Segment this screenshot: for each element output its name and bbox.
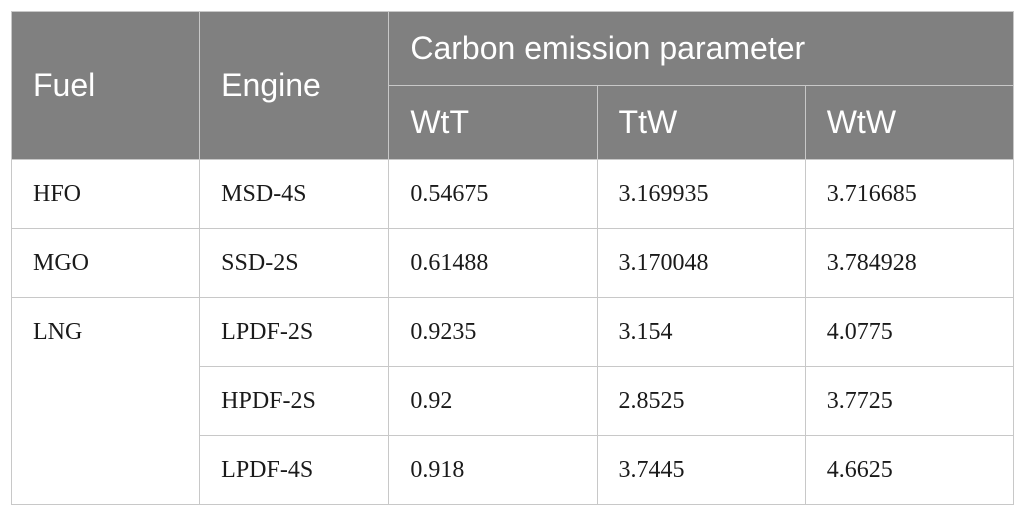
header-row-sub: WtT TtW WtW xyxy=(12,85,1015,160)
table-row: HPDF-2S 0.92 2.8525 3.7725 xyxy=(12,366,1015,436)
cell-ttw: 3.7445 xyxy=(596,435,806,505)
cell-engine: HPDF-2S xyxy=(199,366,390,436)
cell-wtt: 0.92 xyxy=(388,366,598,436)
table-row: MGO SSD-2S 0.61488 3.170048 3.784928 xyxy=(10,228,1015,298)
cell-wtt: 0.918 xyxy=(388,435,598,505)
table-body: HFO MSD-4S 0.54675 3.169935 3.716685 MGO… xyxy=(10,159,1015,505)
emission-table: Fuel Engine Carbon emission parameter Wt… xyxy=(10,11,1015,505)
cell-ttw: 3.169935 xyxy=(596,159,806,229)
cell-wtt: 0.61488 xyxy=(388,228,598,298)
cell-fuel: LNG xyxy=(10,297,201,505)
header-fuel: Fuel xyxy=(10,11,201,160)
cell-wtw: 4.0775 xyxy=(804,297,1015,367)
cell-engine: LPDF-4S xyxy=(199,435,390,505)
table-row: HFO MSD-4S 0.54675 3.169935 3.716685 xyxy=(10,159,1015,229)
header-row-top: Fuel Engine Carbon emission parameter xyxy=(10,11,1014,160)
table-row: LPDF-4S 0.918 3.7445 4.6625 xyxy=(12,435,1015,505)
header-ttw: TtW xyxy=(596,85,806,160)
table-row: LNG LPDF-2S 0.9235 3.154 4.0775 xyxy=(10,297,1015,505)
cell-ttw: 3.154 xyxy=(596,297,806,367)
cell-wtw: 3.784928 xyxy=(804,228,1015,298)
cell-engine: LPDF-2S xyxy=(199,297,390,367)
cell-wtt: 0.9235 xyxy=(388,297,598,367)
cell-ttw: 3.170048 xyxy=(596,228,806,298)
header-carbon-emission-parameter: Carbon emission parameter xyxy=(388,11,1014,86)
header-engine: Engine xyxy=(199,11,390,160)
table-header: Fuel Engine Carbon emission parameter Wt… xyxy=(10,11,1015,160)
cell-fuel: MGO xyxy=(10,228,201,298)
cell-engine: SSD-2S xyxy=(199,228,390,298)
cell-fuel: HFO xyxy=(10,159,201,229)
cell-wtw: 3.716685 xyxy=(804,159,1015,229)
header-wtt: WtT xyxy=(388,85,598,160)
cell-wtt: 0.54675 xyxy=(388,159,598,229)
cell-ttw: 2.8525 xyxy=(596,366,806,436)
cell-wtw: 4.6625 xyxy=(804,435,1015,505)
header-wtw: WtW xyxy=(804,85,1015,160)
cell-engine: MSD-4S xyxy=(199,159,390,229)
cell-wtw: 3.7725 xyxy=(804,366,1015,436)
